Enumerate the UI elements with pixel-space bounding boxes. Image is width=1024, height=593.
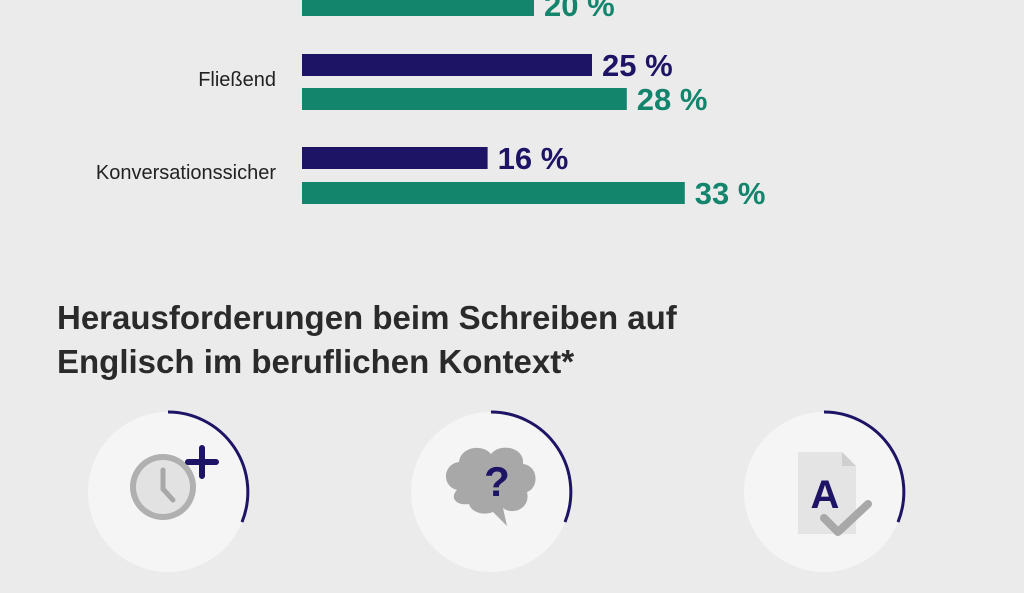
svg-text:A: A <box>811 473 840 517</box>
category-label-fliessend: Fließend <box>198 69 276 91</box>
bar-chart: 25 % 16 % 20 % 28 % 33 % <box>302 0 766 211</box>
bar-series2-cat3 <box>302 182 685 204</box>
clock-plus-icon-card <box>80 408 300 588</box>
bar-series2-cat1 <box>302 0 534 16</box>
category-label-konversationssicher: Konversationssicher <box>95 162 276 184</box>
section-heading: Herausforderungen beim Schreiben auf Eng… <box>57 296 817 384</box>
document-a-check-icon: A <box>744 410 906 572</box>
section-heading-line2: Englisch im beruflichen Kontext* <box>57 343 575 380</box>
bar-series1-cat2 <box>302 54 592 76</box>
bar-series1-cat3 <box>302 147 488 169</box>
bar-label-series1-cat2: 25 % <box>602 48 673 83</box>
bar-label-series2-cat1: 20 % <box>544 0 615 23</box>
document-a-check-icon-card: A <box>736 408 956 588</box>
bar-series2-cat2 <box>302 88 627 110</box>
section-heading-line1: Herausforderungen beim Schreiben auf <box>57 299 677 336</box>
bar-label-series1-cat3: 16 % <box>498 141 569 176</box>
bar-label-series2-cat3: 33 % <box>695 176 766 211</box>
brain-question-icon: ? <box>411 410 573 572</box>
svg-text:?: ? <box>484 458 510 505</box>
brain-question-icon-card: ? <box>403 408 623 588</box>
clock-plus-icon <box>88 410 250 572</box>
bar-label-series2-cat2: 28 % <box>637 82 708 117</box>
